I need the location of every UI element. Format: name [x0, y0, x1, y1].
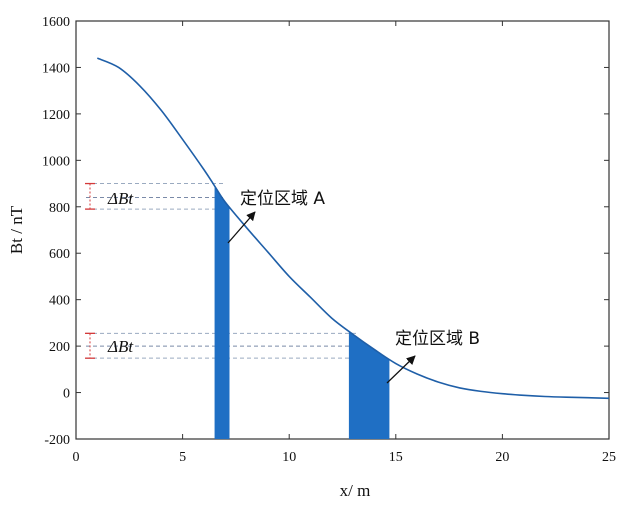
- y-tick-label: -200: [44, 433, 70, 448]
- x-tick-label: 5: [179, 450, 186, 465]
- x-axis-label: x/ m: [340, 481, 371, 500]
- x-tick-label: 15: [389, 450, 403, 465]
- y-tick-label: 400: [49, 294, 70, 309]
- ticks: 0 5 10 15 20 25-20002004006008001000120014001…: [42, 15, 616, 465]
- y-tick-label: 800: [49, 201, 70, 216]
- regions: [214, 185, 390, 439]
- annotation-arrow: [227, 211, 256, 244]
- y-tick-label: 1200: [42, 108, 70, 123]
- region-fill: [348, 331, 390, 439]
- y-axis-label: Bt / nT: [7, 205, 26, 254]
- region-label: 定位区域 A: [240, 189, 325, 209]
- delta-label: ΔBt: [107, 337, 134, 356]
- y-tick-label: 600: [49, 247, 70, 262]
- y-tick-label: 200: [49, 340, 70, 355]
- x-tick-label: 25: [602, 450, 616, 465]
- x-tick-label: 20: [495, 450, 509, 465]
- plot-frame: [75, 20, 610, 440]
- region-fill: [214, 185, 230, 439]
- y-tick-label: 1000: [42, 154, 70, 169]
- y-tick-label: 1600: [42, 15, 70, 30]
- annotations: ΔBt 定位区域 A ΔBt 定位区域 B: [107, 189, 480, 384]
- x-tick-label: 0: [73, 450, 80, 465]
- delta-label: ΔBt: [107, 189, 134, 208]
- x-tick-label: 10: [282, 450, 296, 465]
- region-label: 定位区域 B: [395, 329, 480, 349]
- y-tick-label: 1400: [42, 61, 70, 76]
- y-tick-label: 0: [63, 387, 70, 402]
- annotation-arrow: [386, 355, 416, 384]
- series-line: [97, 57, 610, 400]
